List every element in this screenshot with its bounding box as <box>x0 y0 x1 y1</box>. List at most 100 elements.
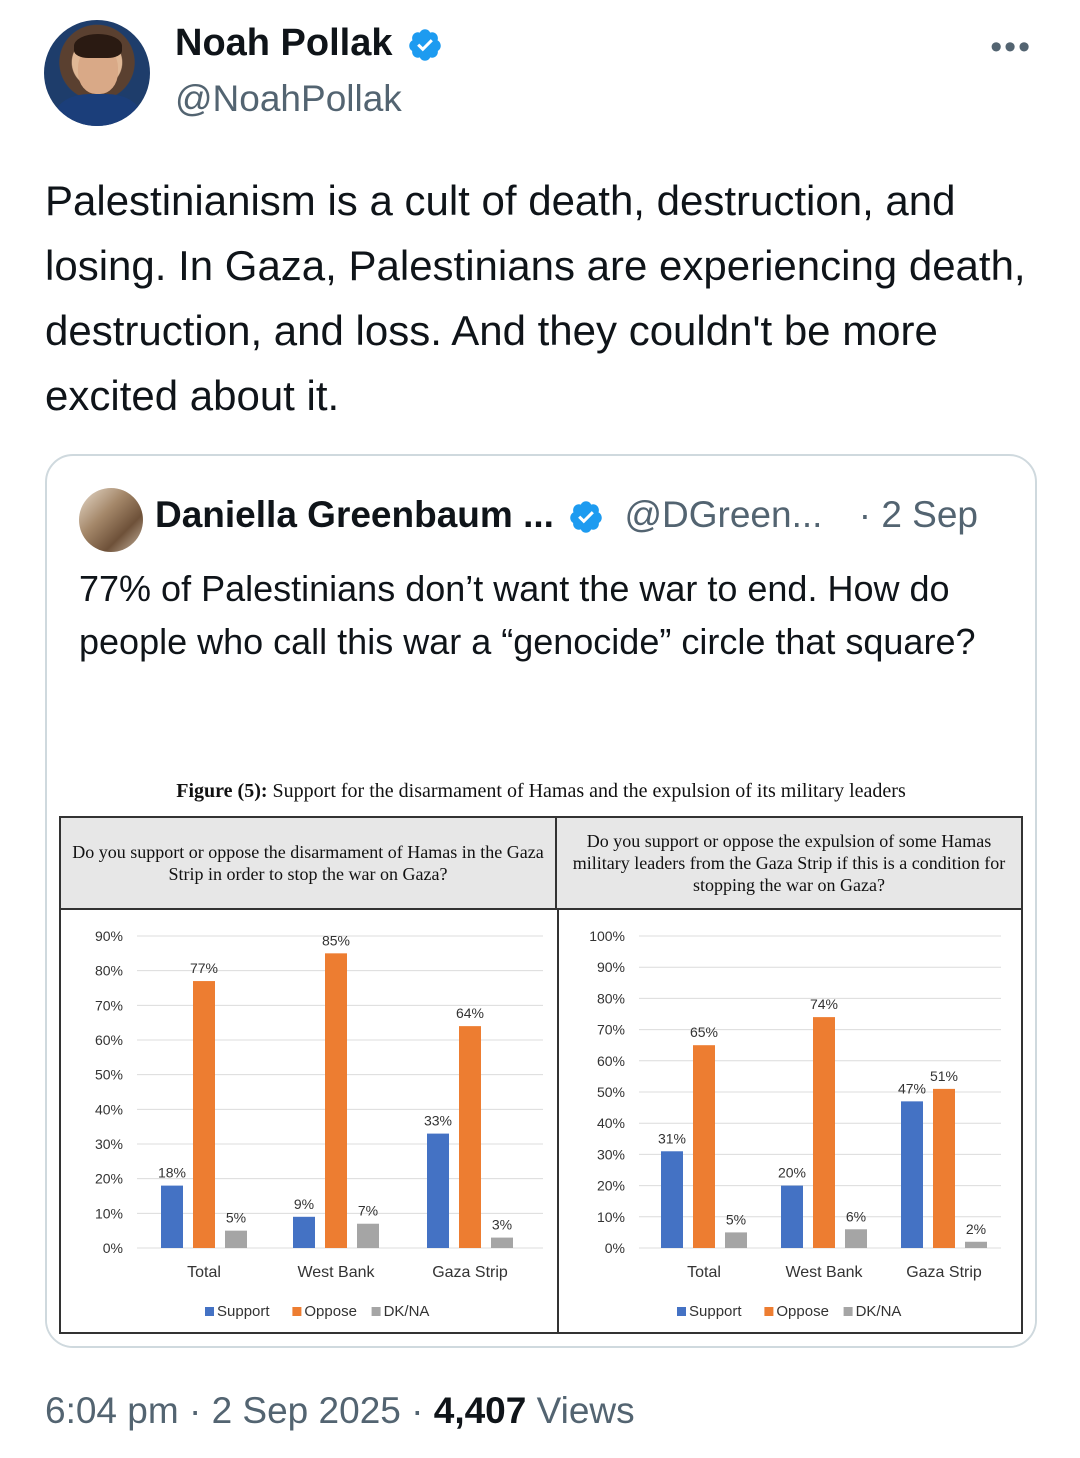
quoted-tweet[interactable]: Daniella Greenbaum ... @DGreen... · 2 Se… <box>45 454 1037 1348</box>
legend-swatch <box>677 1307 686 1316</box>
data-label: 31% <box>658 1130 686 1146</box>
author-handle[interactable]: @NoahPollak <box>175 78 402 119</box>
bar-support <box>901 1101 923 1248</box>
tweet-timestamp[interactable]: 6:04 pm · 2 Sep 2025 · <box>45 1390 434 1431</box>
legend-label: Support <box>217 1303 270 1320</box>
x-category-label: Gaza Strip <box>432 1264 508 1281</box>
quoted-tweet-text: 77% of Palestinians don’t want the war t… <box>79 568 976 662</box>
data-label: 51% <box>930 1068 958 1084</box>
y-tick-label: 60% <box>95 1032 123 1048</box>
x-category-label: West Bank <box>785 1264 863 1281</box>
attached-figure-image[interactable]: Figure (5): Support for the disarmament … <box>47 756 1035 1346</box>
y-tick-label: 10% <box>597 1209 625 1225</box>
quoted-tweet-date[interactable]: · 2 Sep <box>858 494 979 535</box>
data-label: 9% <box>294 1196 314 1212</box>
bar-support <box>161 1185 183 1248</box>
chart-disarmament: 0% 10% 20% 30% 40% 50% 60% 70% 80% 90% 18% 77% 5% Tot… <box>65 912 555 1332</box>
author-avatar[interactable] <box>44 20 150 126</box>
y-tick-label: 90% <box>597 959 625 975</box>
data-label: 20% <box>778 1165 806 1181</box>
y-tick-label: 80% <box>597 990 625 1006</box>
y-tick-label: 40% <box>597 1115 625 1131</box>
figure-caption-text: Support for the disarmament of Hamas and… <box>267 780 906 802</box>
bar-oppose <box>693 1045 715 1248</box>
legend-label: Oppose <box>304 1303 357 1320</box>
x-category-label: Total <box>687 1264 721 1281</box>
y-tick-label: 10% <box>95 1205 123 1221</box>
legend-label: Support <box>689 1303 742 1320</box>
data-label: 77% <box>190 960 218 976</box>
quoted-author-handle[interactable]: @DGreen... <box>624 494 823 535</box>
data-label: 64% <box>456 1005 484 1021</box>
quoted-author-avatar[interactable] <box>79 488 143 552</box>
y-tick-label: 90% <box>95 928 123 944</box>
legend-swatch <box>292 1307 302 1316</box>
views-count: 4,407 <box>433 1390 527 1431</box>
bar-oppose <box>933 1088 955 1248</box>
quoted-verified-badge-icon <box>570 501 602 533</box>
legend-label: DK/NA <box>384 1303 430 1320</box>
data-label: 85% <box>322 932 350 948</box>
legend-label: DK/NA <box>856 1303 902 1320</box>
y-tick-label: 30% <box>597 1146 625 1162</box>
y-tick-label: 100% <box>589 928 625 944</box>
legend-swatch <box>843 1307 853 1316</box>
y-tick-label: 30% <box>95 1136 123 1152</box>
bar-dkna <box>845 1229 867 1248</box>
more-options-icon[interactable]: ••• <box>990 28 1032 66</box>
bar-oppose <box>193 981 215 1248</box>
chart-expulsion-svg: 0% 10% 20% 30% 40% 50% 60% 70% 80% 90% 100% 31% 65% 5… <box>589 928 1001 1320</box>
views-label: Views <box>526 1390 635 1431</box>
y-tick-label: 60% <box>597 1053 625 1069</box>
y-tick-label: 70% <box>95 997 123 1013</box>
data-label: 5% <box>726 1211 746 1227</box>
y-tick-label: 70% <box>597 1022 625 1038</box>
y-tick-label: 80% <box>95 963 123 979</box>
legend-swatch <box>371 1307 381 1316</box>
verified-badge-icon <box>409 29 441 61</box>
figure-table: Do you support or oppose the disarmament… <box>59 816 1023 1334</box>
x-category-label: West Bank <box>297 1264 375 1281</box>
bar-dkna <box>491 1237 513 1248</box>
bar-support <box>427 1133 449 1248</box>
legend-label: Oppose <box>776 1303 829 1320</box>
bar-dkna <box>725 1232 747 1248</box>
question-header-left: Do you support or oppose the disarmament… <box>61 818 557 910</box>
data-label: 74% <box>810 996 838 1012</box>
y-tick-label: 40% <box>95 1101 123 1117</box>
data-label: 2% <box>966 1221 986 1237</box>
bar-oppose <box>813 1017 835 1248</box>
data-label: 33% <box>424 1113 452 1129</box>
data-label: 6% <box>846 1208 866 1224</box>
y-tick-label: 0% <box>605 1240 625 1256</box>
data-label: 5% <box>226 1210 246 1226</box>
chart-expulsion: 0% 10% 20% 30% 40% 50% 60% 70% 80% 90% 100% 31% 65% 5… <box>561 912 1017 1332</box>
chart-disarmament-svg: 0% 10% 20% 30% 40% 50% 60% 70% 80% 90% 18% 77% 5% Tot… <box>95 928 543 1320</box>
data-label: 7% <box>358 1203 378 1219</box>
question-header-right: Do you support or oppose the expulsion o… <box>557 818 1021 910</box>
data-label: 3% <box>492 1217 512 1233</box>
bar-dkna <box>965 1241 987 1248</box>
legend-swatch <box>764 1307 774 1316</box>
figure-caption: Figure (5): Support for the disarmament … <box>47 780 1035 803</box>
data-label: 65% <box>690 1024 718 1040</box>
author-name[interactable]: Noah Pollak <box>175 22 443 65</box>
x-category-label: Total <box>187 1264 221 1281</box>
data-label: 47% <box>898 1080 926 1096</box>
tweet-metadata: 6:04 pm · 2 Sep 2025 · 4,407 Views <box>45 1390 635 1432</box>
bar-support <box>781 1185 803 1248</box>
bar-oppose <box>459 1026 481 1248</box>
bar-support <box>661 1151 683 1248</box>
y-tick-label: 20% <box>95 1171 123 1187</box>
bar-dkna <box>225 1230 247 1248</box>
bar-dkna <box>357 1223 379 1248</box>
legend-swatch <box>205 1307 214 1316</box>
quoted-tweet-header: Daniella Greenbaum ... @DGreen... · 2 Se… <box>155 494 978 536</box>
bar-support <box>293 1216 315 1248</box>
bar-oppose <box>325 953 347 1248</box>
y-tick-label: 50% <box>597 1084 625 1100</box>
author-name-text[interactable]: Noah Pollak <box>175 22 393 64</box>
quoted-author-name[interactable]: Daniella Greenbaum ... <box>155 494 554 535</box>
tweet-text: Palestinianism is a cult of death, destr… <box>45 177 1026 419</box>
x-category-label: Gaza Strip <box>906 1264 982 1281</box>
